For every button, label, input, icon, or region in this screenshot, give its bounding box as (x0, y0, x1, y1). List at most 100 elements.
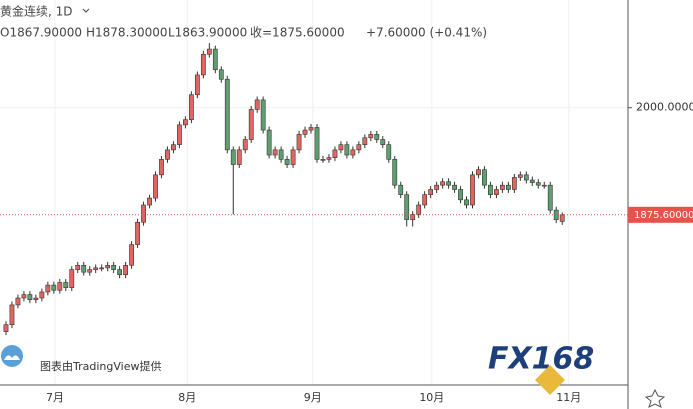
x-tick-label: 9月 (304, 391, 322, 404)
candle-body (159, 159, 164, 176)
candle-body (398, 184, 404, 195)
candle-body (69, 269, 75, 288)
candle-body (416, 204, 422, 215)
candle-body (374, 134, 380, 140)
candle-body (344, 144, 350, 156)
candle-body (75, 264, 81, 270)
candle-body (482, 169, 487, 186)
candle-body (284, 159, 290, 165)
x-tick-label: 11月 (556, 391, 581, 404)
candle-body (541, 184, 547, 187)
candle-body (135, 221, 140, 245)
candle-body (464, 199, 469, 206)
x-tick-label: 8月 (178, 391, 196, 404)
candle-body (440, 181, 445, 186)
candle-body (326, 157, 332, 160)
candle-body (559, 214, 565, 222)
candle-body (511, 177, 517, 190)
candle-body (410, 214, 416, 220)
last-price-label: 1875.60000 (634, 210, 693, 221)
settings-icon[interactable] (644, 388, 666, 408)
candle-body (63, 282, 69, 288)
x-tick-label: 10月 (419, 391, 444, 404)
candle-body (147, 197, 152, 206)
candle-body (87, 269, 93, 273)
candle-body (553, 209, 559, 220)
candle-body (350, 149, 356, 156)
candle-body (523, 174, 529, 181)
candle-body (21, 294, 27, 299)
candle-body (290, 149, 296, 165)
candle-body (452, 184, 457, 190)
candle-body (242, 139, 248, 151)
candle-body (458, 189, 463, 201)
candle-body (3, 324, 9, 332)
candle-body (332, 149, 338, 158)
candle-body (470, 174, 475, 206)
logo: FX168 (488, 342, 594, 377)
candle-body (314, 127, 320, 160)
candle-body (547, 184, 553, 211)
candle-body (111, 264, 117, 270)
y-tick-label: 2000.00000 (636, 101, 693, 114)
candle-body (15, 297, 21, 306)
candle-body (230, 149, 236, 165)
candle-body (200, 53, 206, 76)
candle-body (392, 159, 398, 186)
candle-body (494, 189, 499, 195)
candle-body (296, 134, 302, 151)
candle-body (123, 264, 128, 276)
candle-body (93, 267, 99, 270)
ohlc-item: H1878.30000 (86, 26, 168, 40)
candle-body (488, 184, 493, 195)
candle-body (188, 94, 194, 121)
candle-body (535, 182, 541, 186)
candle-body (476, 169, 481, 176)
candle-body (33, 297, 39, 301)
candle-body (218, 69, 224, 80)
candle-body (368, 134, 374, 139)
candle-body (308, 127, 314, 131)
candle-body (380, 139, 386, 145)
candle-body (446, 181, 451, 186)
candle-body (212, 48, 218, 71)
candle-body (51, 284, 57, 291)
ohlc-item: L1863.90000 (168, 26, 247, 40)
candle-body (165, 149, 170, 160)
candle-body (529, 179, 535, 183)
candle-body (224, 78, 230, 151)
ohlc-item: O1867.90000 (0, 26, 82, 40)
candle-body (254, 99, 260, 110)
candle-body (338, 144, 344, 151)
candle-body (248, 109, 254, 140)
candle-body (320, 159, 326, 161)
candle-body (194, 74, 200, 96)
candle-body (81, 264, 87, 273)
candle-body (177, 124, 182, 145)
candle-body (356, 144, 362, 151)
candle-body (428, 189, 434, 195)
logo-diamond (535, 365, 565, 395)
candle-body (153, 174, 158, 199)
tv-logo (1, 345, 23, 367)
candle-body (517, 174, 523, 178)
candle-body (117, 269, 123, 276)
candle-body (27, 294, 33, 301)
dropdown-icon[interactable] (82, 8, 90, 13)
candle-body (99, 267, 105, 270)
candle-body (9, 304, 15, 326)
last-price-box (628, 206, 693, 223)
candle-body (362, 137, 368, 145)
ohlc-item: +7.60000 (+0.41%) (366, 26, 487, 40)
candle-body (272, 149, 278, 156)
candle-body (105, 264, 111, 269)
candle-body (57, 282, 63, 291)
ohlc-item: 收=1875.60000 (250, 26, 345, 40)
candle-body (434, 184, 440, 190)
candle-body (505, 184, 511, 190)
candle-body (278, 149, 284, 160)
chart-title: 黄金连续, 1D (0, 4, 73, 19)
candle-body (260, 99, 266, 131)
candle-body (404, 194, 410, 220)
